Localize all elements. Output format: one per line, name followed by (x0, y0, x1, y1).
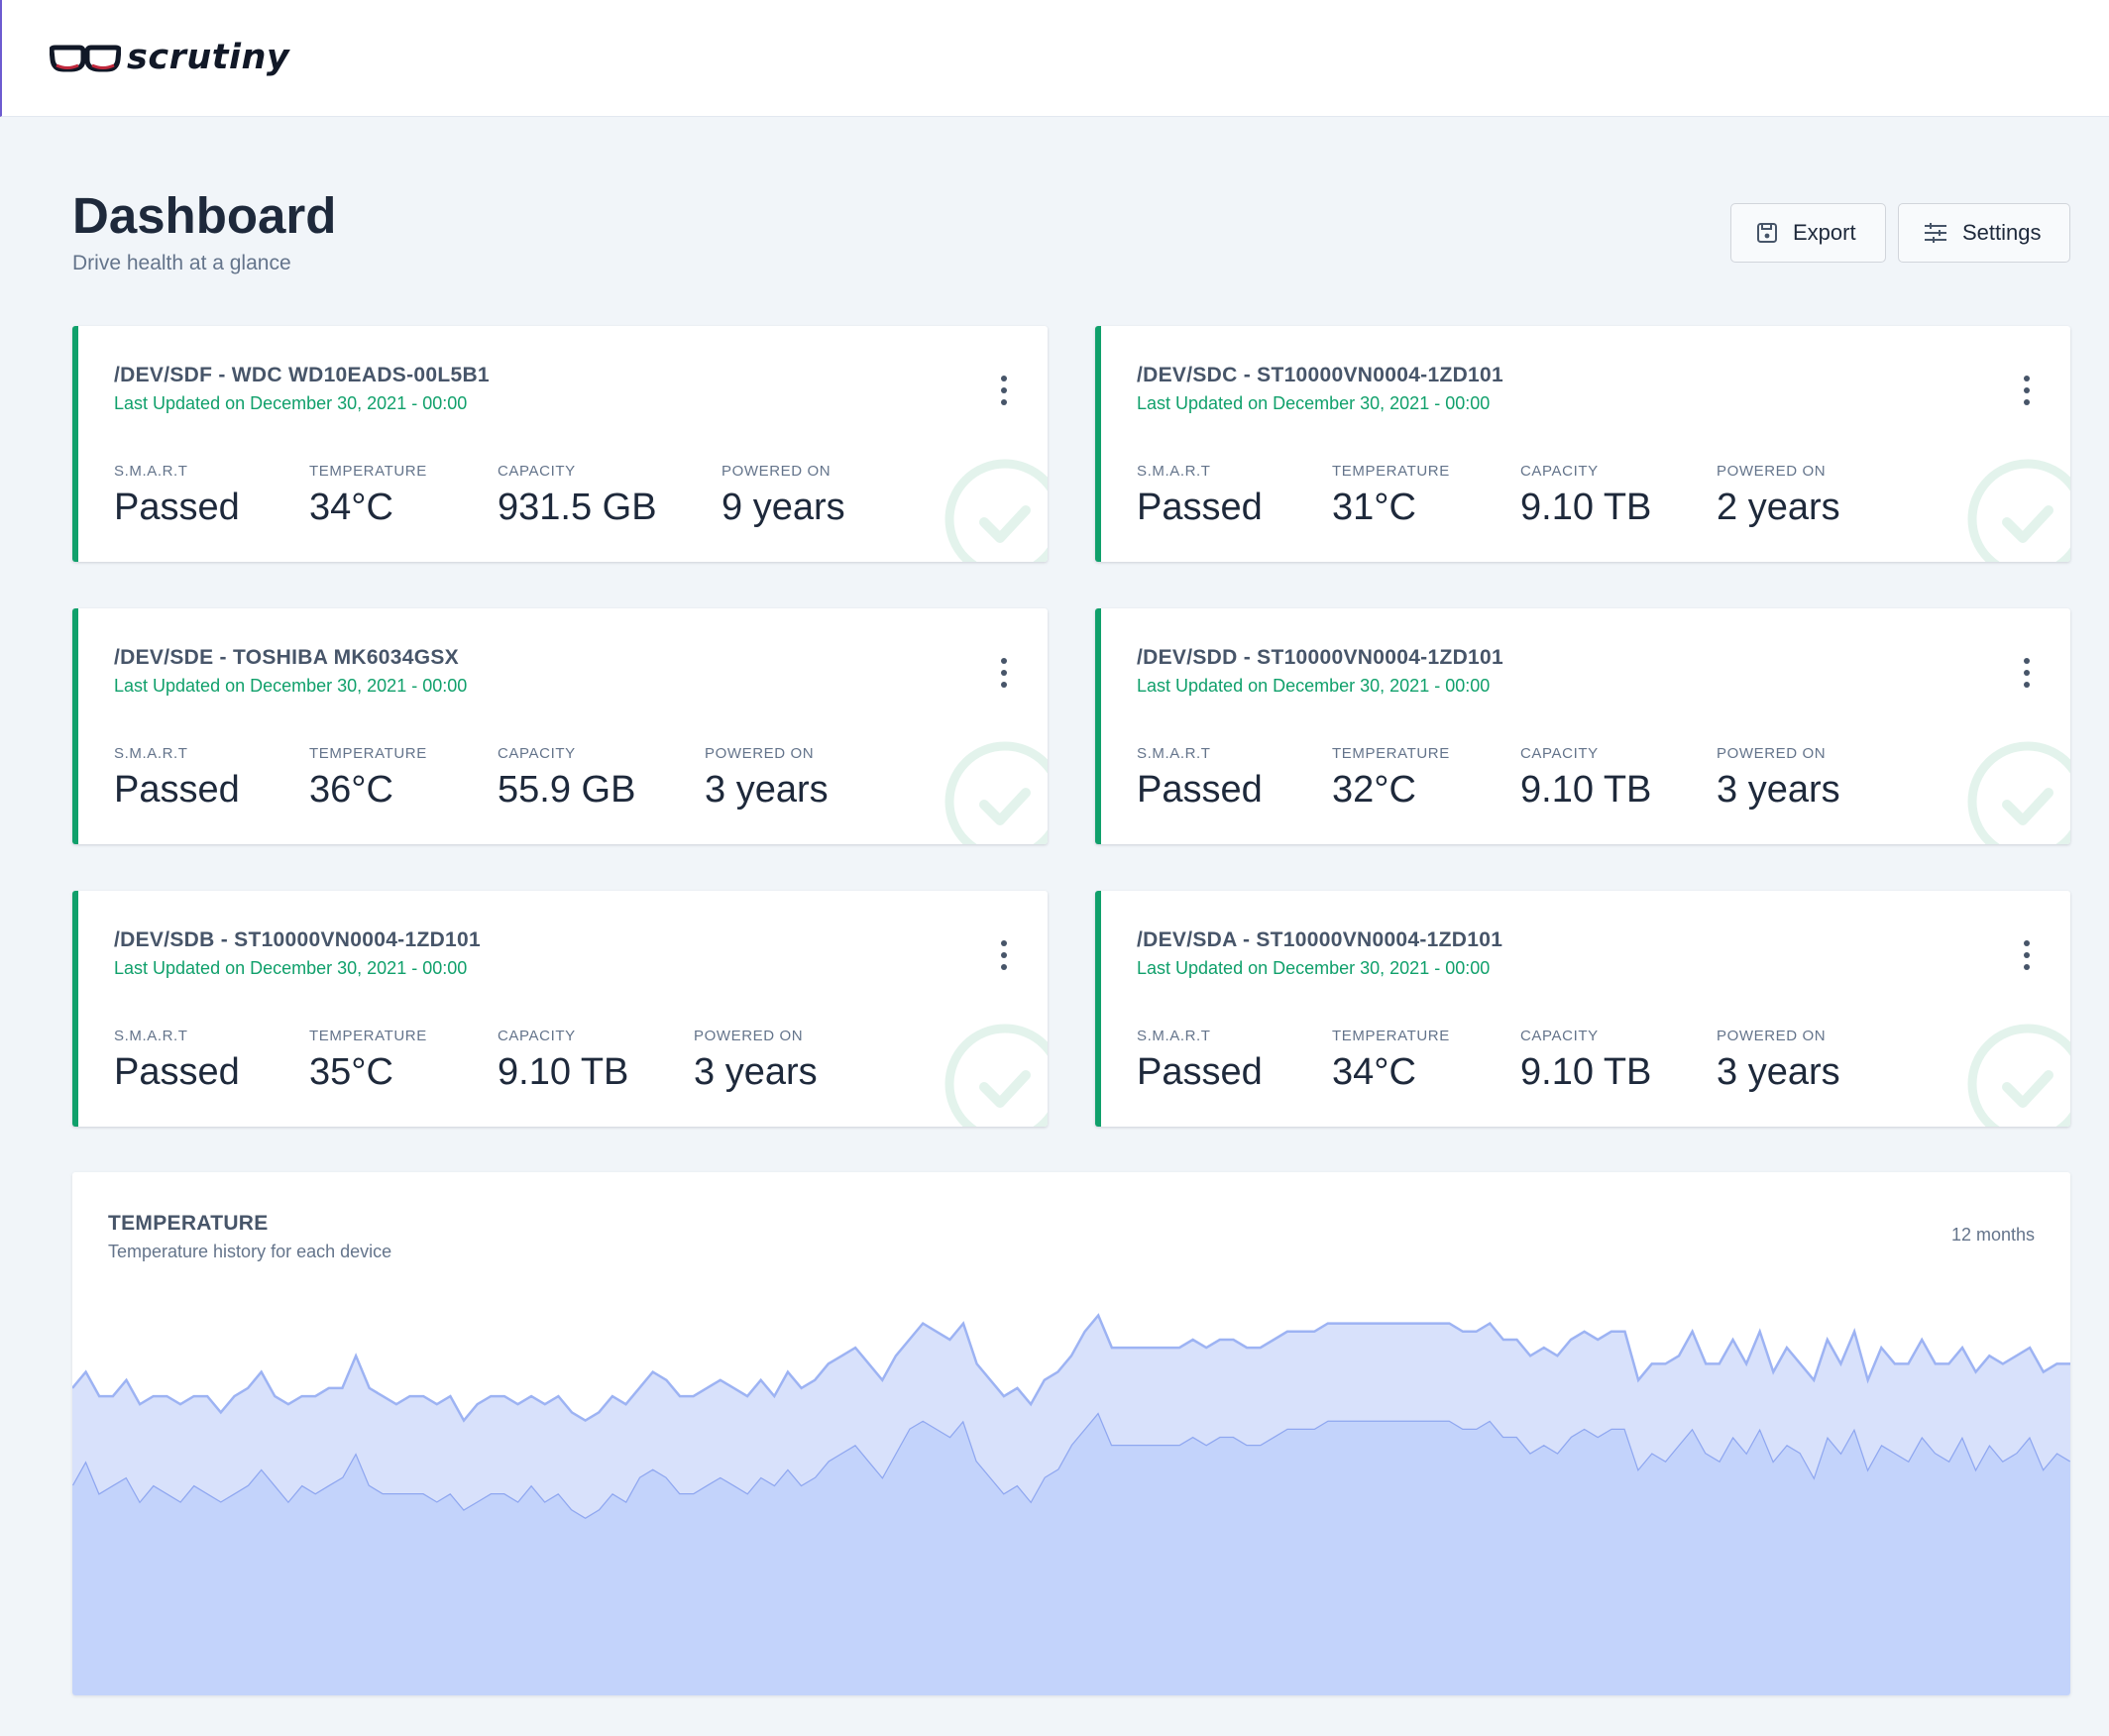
temperature-area-series-1 (72, 1412, 2070, 1695)
device-updated: Last Updated on December 30, 2021 - 00:0… (114, 958, 468, 978)
settings-button[interactable]: Settings (1898, 203, 2070, 263)
check-circle-icon (944, 1024, 1048, 1127)
powered-on-label: POWERED ON (705, 745, 815, 762)
temperature-label: TEMPERATURE (1332, 1028, 1450, 1044)
smart-label: S.M.A.R.T (114, 463, 188, 480)
temperature-label: TEMPERATURE (309, 745, 427, 762)
temperature-value: 32°C (1332, 769, 1416, 811)
temperature-label: TEMPERATURE (1332, 463, 1450, 480)
device-card-sdf[interactable]: /DEV/SDF - WDC WD10EADS-00L5B1 Last Upda… (72, 326, 1048, 562)
capacity-label: CAPACITY (498, 1028, 576, 1044)
powered-on-label: POWERED ON (694, 1028, 804, 1044)
check-circle-icon (1967, 1024, 2070, 1127)
export-label: Export (1793, 220, 1856, 245)
device-menu-icon[interactable] (2021, 658, 2033, 688)
page-title: Dashboard (72, 187, 337, 244)
glasses-icon (50, 45, 121, 72)
powered-on-value: 2 years (1717, 487, 1840, 528)
capacity-value: 9.10 TB (1520, 1051, 1652, 1093)
powered-on-label: POWERED ON (1717, 463, 1827, 480)
device-menu-icon[interactable] (998, 658, 1010, 688)
device-menu-icon[interactable] (2021, 376, 2033, 405)
check-circle-icon (944, 741, 1048, 844)
smart-value: Passed (1137, 487, 1263, 528)
save-icon (1757, 223, 1777, 243)
temperature-label: TEMPERATURE (309, 463, 427, 480)
device-card-sdc[interactable]: /DEV/SDC - ST10000VN0004-1ZD101 Last Upd… (1095, 326, 2070, 562)
app-logo[interactable]: scrutiny (50, 28, 289, 87)
capacity-label: CAPACITY (1520, 463, 1599, 480)
capacity-value: 931.5 GB (498, 487, 657, 528)
app-name: scrutiny (127, 38, 290, 77)
temperature-value: 31°C (1332, 487, 1416, 528)
check-circle-icon (944, 459, 1048, 562)
check-circle-icon (1967, 459, 2070, 562)
temperature-value: 36°C (309, 769, 393, 811)
top-navbar: scrutiny (0, 0, 2109, 117)
temperature-value: 34°C (309, 487, 393, 528)
powered-on-value: 3 years (694, 1051, 818, 1093)
temperature-chart (72, 1313, 2070, 1695)
temperature-area-series-2 (72, 1315, 2070, 1695)
device-title[interactable]: /DEV/SDB - ST10000VN0004-1ZD101 (114, 928, 481, 951)
temperature-panel: TEMPERATURE Temperature history for each… (72, 1172, 2070, 1695)
device-card-sda[interactable]: /DEV/SDA - ST10000VN0004-1ZD101 Last Upd… (1095, 891, 2070, 1127)
temperature-line-series-2 (72, 1313, 2070, 1423)
device-updated: Last Updated on December 30, 2021 - 00:0… (1137, 393, 1491, 413)
smart-value: Passed (114, 487, 240, 528)
temperature-label: TEMPERATURE (1332, 745, 1450, 762)
device-card-sdb[interactable]: /DEV/SDB - ST10000VN0004-1ZD101 Last Upd… (72, 891, 1048, 1127)
powered-on-value: 3 years (1717, 769, 1840, 811)
export-button[interactable]: Export (1730, 203, 1886, 263)
device-menu-icon[interactable] (998, 376, 1010, 405)
device-updated: Last Updated on December 30, 2021 - 00:0… (114, 676, 468, 696)
capacity-label: CAPACITY (1520, 745, 1599, 762)
capacity-label: CAPACITY (1520, 1028, 1599, 1044)
powered-on-value: 9 years (722, 487, 845, 528)
powered-on-label: POWERED ON (1717, 745, 1827, 762)
device-title[interactable]: /DEV/SDF - WDC WD10EADS-00L5B1 (114, 364, 490, 386)
device-updated: Last Updated on December 30, 2021 - 00:0… (114, 393, 468, 413)
smart-value: Passed (1137, 1051, 1263, 1093)
smart-value: Passed (114, 769, 240, 811)
smart-value: Passed (114, 1051, 240, 1093)
capacity-value: 9.10 TB (498, 1051, 629, 1093)
smart-label: S.M.A.R.T (114, 1028, 188, 1044)
temperature-range-selector[interactable]: 12 months (1950, 1225, 2035, 1245)
device-menu-icon[interactable] (2021, 940, 2033, 970)
device-title[interactable]: /DEV/SDA - ST10000VN0004-1ZD101 (1137, 928, 1503, 951)
temperature-subtitle: Temperature history for each device (108, 1242, 392, 1261)
smart-label: S.M.A.R.T (114, 745, 188, 762)
temperature-title: TEMPERATURE (108, 1212, 269, 1235)
smart-label: S.M.A.R.T (1137, 1028, 1211, 1044)
device-updated: Last Updated on December 30, 2021 - 00:0… (1137, 676, 1491, 696)
powered-on-value: 3 years (1717, 1051, 1840, 1093)
temperature-value: 34°C (1332, 1051, 1416, 1093)
powered-on-value: 3 years (705, 769, 829, 811)
settings-label: Settings (1962, 220, 2042, 245)
temperature-label: TEMPERATURE (309, 1028, 427, 1044)
device-updated: Last Updated on December 30, 2021 - 00:0… (1137, 958, 1491, 978)
device-card-sdd[interactable]: /DEV/SDD - ST10000VN0004-1ZD101 Last Upd… (1095, 608, 2070, 844)
smart-value: Passed (1137, 769, 1263, 811)
powered-on-label: POWERED ON (722, 463, 832, 480)
temperature-value: 35°C (309, 1051, 393, 1093)
capacity-value: 9.10 TB (1520, 487, 1652, 528)
device-menu-icon[interactable] (998, 940, 1010, 970)
check-circle-icon (1967, 741, 2070, 844)
device-card-sde[interactable]: /DEV/SDE - TOSHIBA MK6034GSX Last Update… (72, 608, 1048, 844)
capacity-label: CAPACITY (498, 745, 576, 762)
device-title[interactable]: /DEV/SDE - TOSHIBA MK6034GSX (114, 646, 459, 669)
capacity-value: 55.9 GB (498, 769, 636, 811)
capacity-label: CAPACITY (498, 463, 576, 480)
capacity-value: 9.10 TB (1520, 769, 1652, 811)
smart-label: S.M.A.R.T (1137, 463, 1211, 480)
smart-label: S.M.A.R.T (1137, 745, 1211, 762)
device-title[interactable]: /DEV/SDD - ST10000VN0004-1ZD101 (1137, 646, 1503, 669)
device-title[interactable]: /DEV/SDC - ST10000VN0004-1ZD101 (1137, 364, 1503, 386)
sliders-icon (1925, 223, 1946, 243)
powered-on-label: POWERED ON (1717, 1028, 1827, 1044)
page-subtitle: Drive health at a glance (72, 252, 291, 274)
